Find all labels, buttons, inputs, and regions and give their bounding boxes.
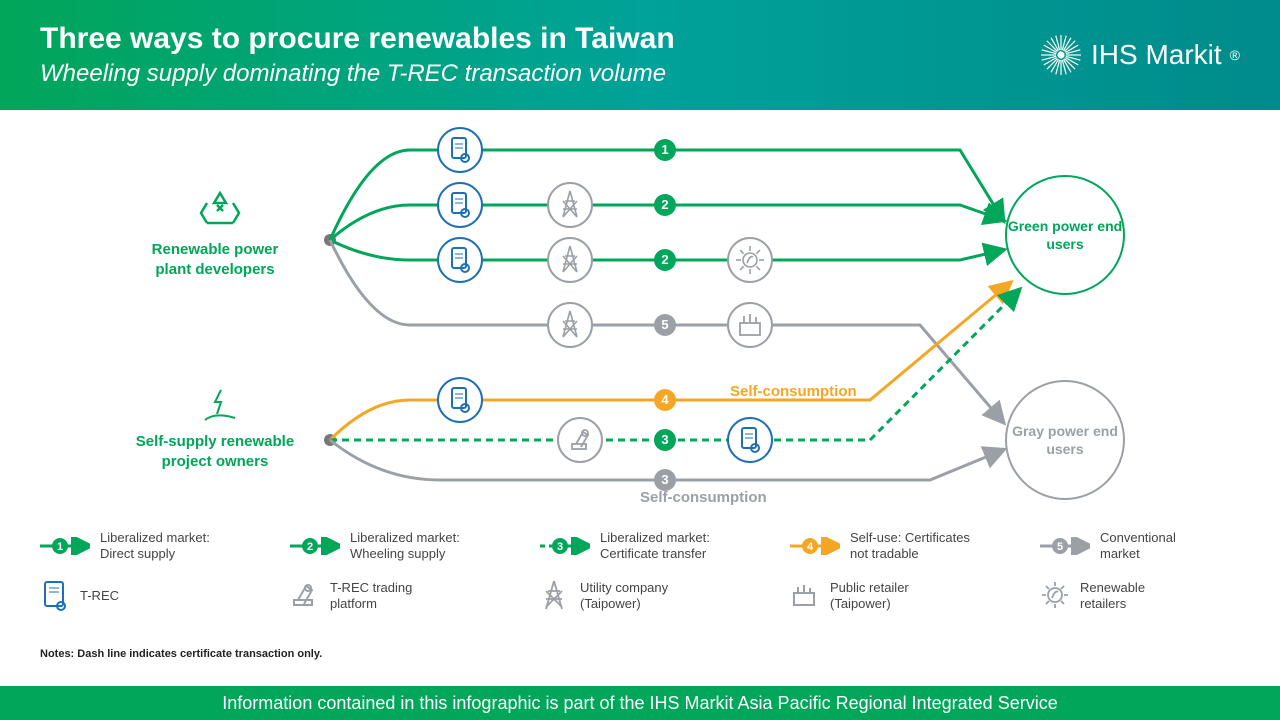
footer-bar: Information contained in this infographi… [0, 686, 1280, 720]
legend-trec-icon: T-REC [40, 578, 290, 614]
page-subtitle: Wheeling supply dominating the T-REC tra… [40, 60, 675, 88]
legend-pathway-2: 2 Liberalized market:Wheeling supply [290, 530, 540, 561]
svg-text:5: 5 [1057, 541, 1063, 553]
recycle-icon [195, 185, 245, 235]
notes-text: Notes: Dash line indicates certificate t… [40, 648, 322, 660]
svg-text:4: 4 [807, 541, 814, 553]
svg-text:1: 1 [57, 541, 63, 553]
svg-text:1: 1 [661, 142, 668, 157]
legend-trading-icon: T-REC tradingplatform [290, 578, 540, 614]
source-ssr-label: Self-supply renewableproject owners [100, 432, 330, 471]
legend-icons: T-REC T-REC tradingplatform Utility comp… [40, 578, 1240, 614]
svg-text:Self-consumption: Self-consumption [730, 383, 857, 400]
svg-text:2: 2 [661, 197, 668, 212]
svg-text:Self-consumption: Self-consumption [640, 489, 767, 506]
legend-utility-icon: Utility company(Taipower) [540, 578, 790, 614]
legend-renewable-retailers-icon: Renewableretailers [1040, 578, 1240, 614]
gray-users-circle: Gray power end users [1005, 380, 1125, 500]
header-text: Three ways to procure renewables in Taiw… [40, 22, 675, 88]
hand-bolt-icon [195, 380, 245, 430]
page-title: Three ways to procure renewables in Taiw… [40, 22, 675, 56]
legend-pathway-1: 1 Liberalized market:Direct supply [40, 530, 290, 561]
svg-text:2: 2 [661, 252, 668, 267]
legend-retailer-icon: Public retailer(Taipower) [790, 578, 1040, 614]
svg-text:2: 2 [307, 541, 313, 553]
source-rpd-label: Renewable powerplant developers [115, 240, 315, 279]
svg-text:3: 3 [557, 541, 563, 553]
header: Three ways to procure renewables in Taiw… [0, 0, 1280, 110]
brand-logo: IHS Markit® [1039, 33, 1240, 77]
sunburst-icon [1039, 33, 1083, 77]
legend-pathway-5: 5 Conventionalmarket [1040, 530, 1240, 561]
svg-text:5: 5 [661, 317, 668, 332]
legend-pathway-4: 4 Self-use: Certificatesnot tradable [790, 530, 1040, 561]
svg-text:3: 3 [661, 472, 668, 487]
legend-pathway-3: 3 Liberalized market:Certificate transfe… [540, 530, 790, 561]
brand-name: IHS Markit [1091, 39, 1222, 71]
green-users-circle: Green power end users [1005, 175, 1125, 295]
svg-text:4: 4 [661, 392, 669, 407]
legend-pathways: 1 Liberalized market:Direct supply 2 Lib… [40, 530, 1240, 561]
svg-text:3: 3 [661, 432, 668, 447]
